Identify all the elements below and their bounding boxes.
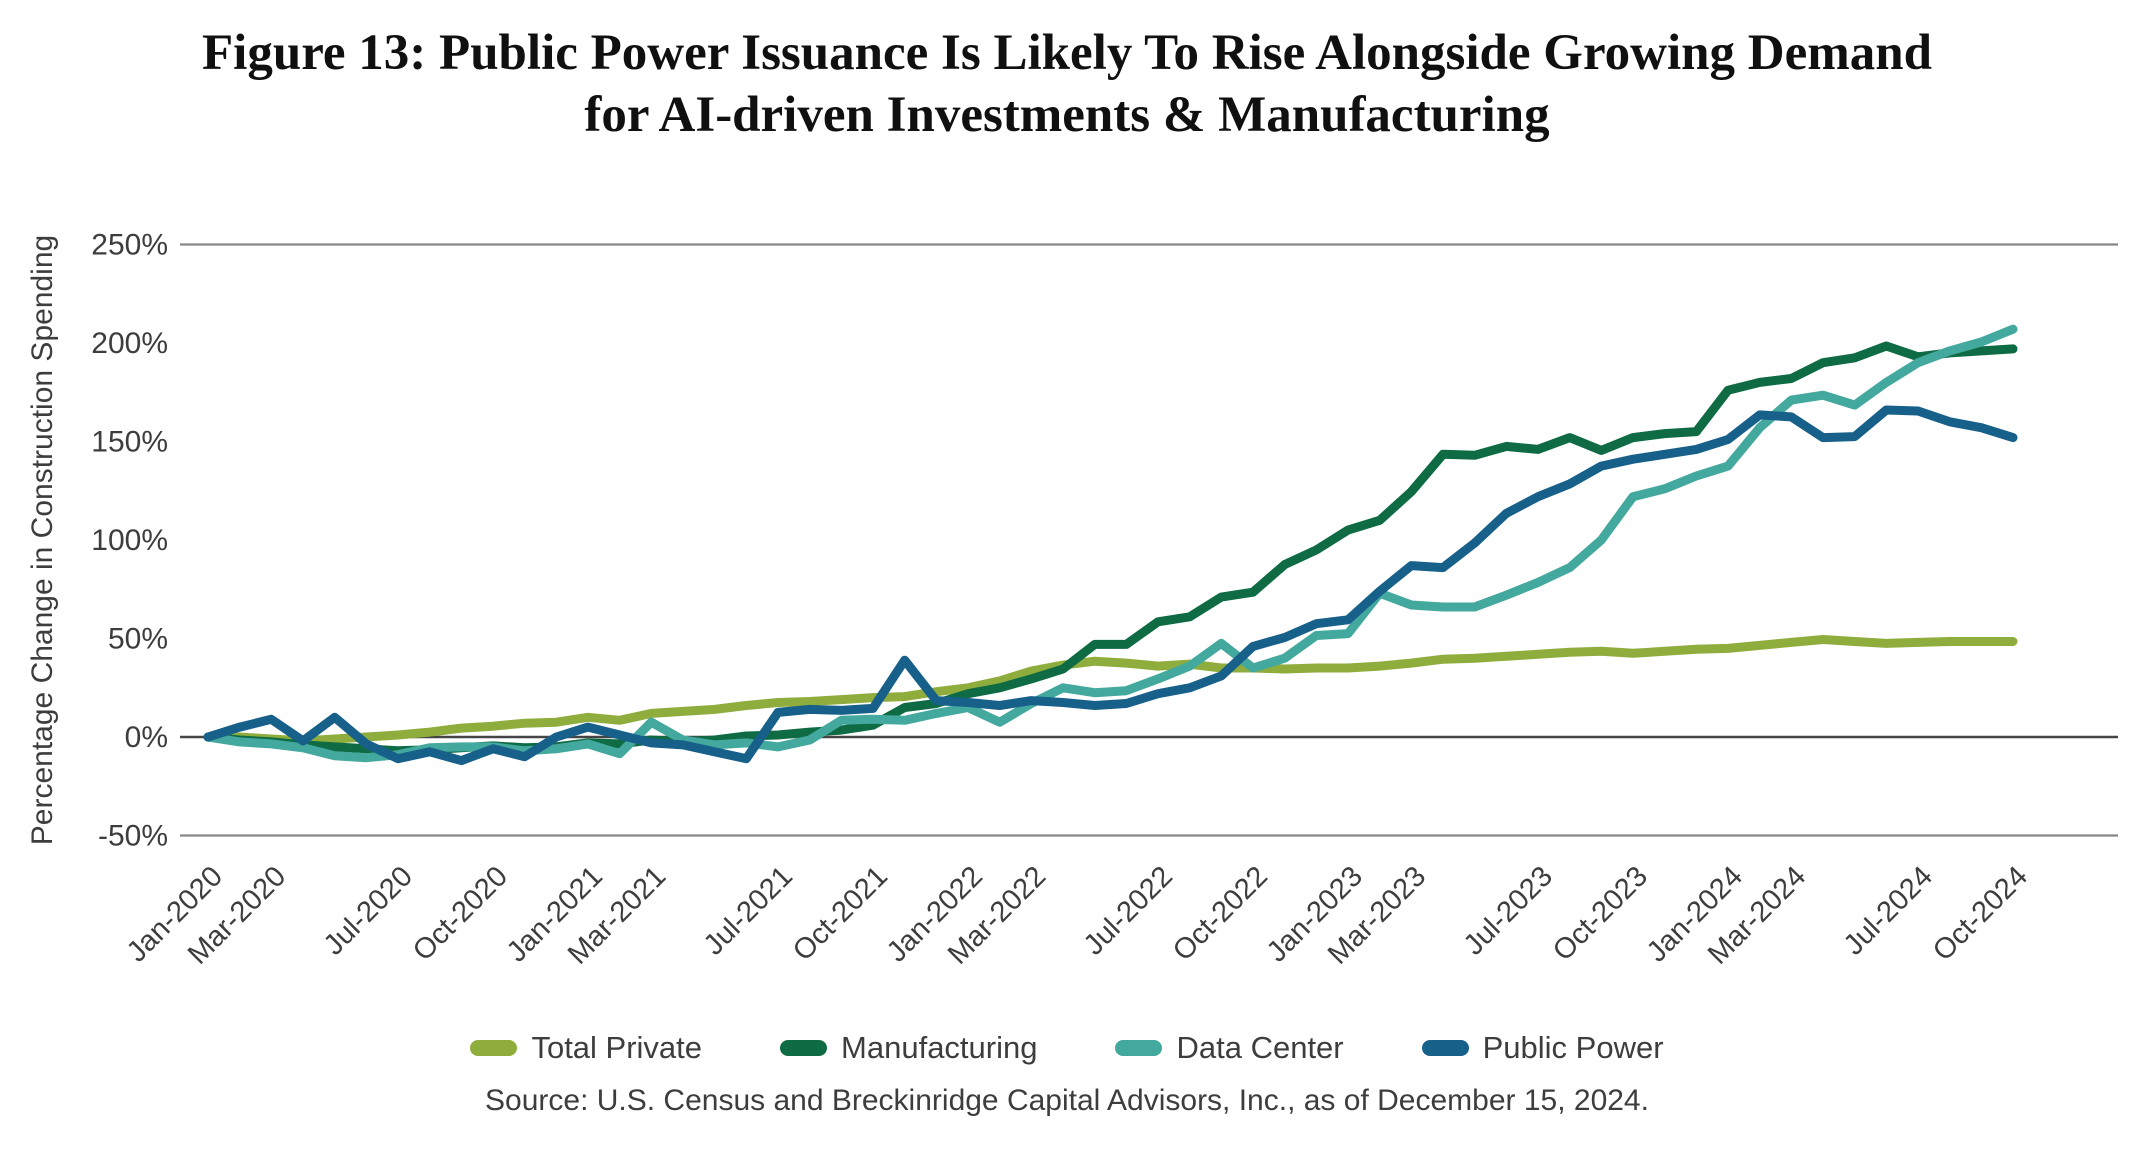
legend-label: Data Center <box>1176 1030 1344 1065</box>
legend-swatch-icon <box>1115 1040 1163 1056</box>
y-tick-label: 0% <box>125 721 168 754</box>
legend-label: Manufacturing <box>841 1030 1038 1065</box>
legend-swatch-icon <box>1421 1040 1469 1056</box>
x-tick-label: Oct-2020 <box>407 860 514 967</box>
legend-label: Total Private <box>531 1030 703 1065</box>
y-tick-label: 100% <box>91 524 168 557</box>
chart-title: Figure 13: Public Power Issuance Is Like… <box>0 22 2134 146</box>
series-line-data-center <box>203 324 2018 763</box>
legend-item-total-private: Total Private <box>470 1030 702 1066</box>
legend-swatch-icon <box>780 1040 828 1056</box>
x-tick-label: Jul-2023 <box>1458 860 1559 961</box>
series-line-total-private <box>203 635 2018 746</box>
legend-item-manufacturing: Manufacturing <box>780 1030 1037 1066</box>
series-line-public-power <box>203 405 2018 766</box>
y-axis-title: Percentage Change in Construction Spendi… <box>26 235 59 845</box>
legend-item-public-power: Public Power <box>1421 1030 1664 1066</box>
x-tick-label: Jul-2020 <box>318 860 419 961</box>
x-tick-label: Oct-2023 <box>1547 860 1654 967</box>
x-tick-label: Oct-2024 <box>1927 860 2034 967</box>
chart-title-line2: for AI-driven Investments & Manufacturin… <box>584 87 1550 144</box>
y-tick-label: 250% <box>91 229 168 262</box>
legend-item-data-center: Data Center <box>1115 1030 1344 1066</box>
x-tick-label: Jul-2024 <box>1838 860 1939 961</box>
x-tick-label: Oct-2021 <box>787 860 894 967</box>
x-tick-label: Jul-2021 <box>698 860 799 961</box>
x-tick-label: Oct-2022 <box>1167 860 1274 967</box>
legend-swatch-icon <box>470 1040 518 1056</box>
x-tick-label: Jul-2022 <box>1078 860 1179 961</box>
source-note: Source: U.S. Census and Breckinridge Cap… <box>485 1084 1649 1117</box>
y-tick-label: 50% <box>108 623 168 656</box>
y-tick-label: 200% <box>91 327 168 360</box>
chart-legend: Total Private Manufacturing Data Center Pub… <box>0 1030 2134 1066</box>
y-tick-label: -50% <box>98 820 168 853</box>
legend-label: Public Power <box>1482 1030 1664 1065</box>
y-tick-label: 150% <box>91 426 168 459</box>
chart-title-line1: Figure 13: Public Power Issuance Is Like… <box>202 25 1932 81</box>
